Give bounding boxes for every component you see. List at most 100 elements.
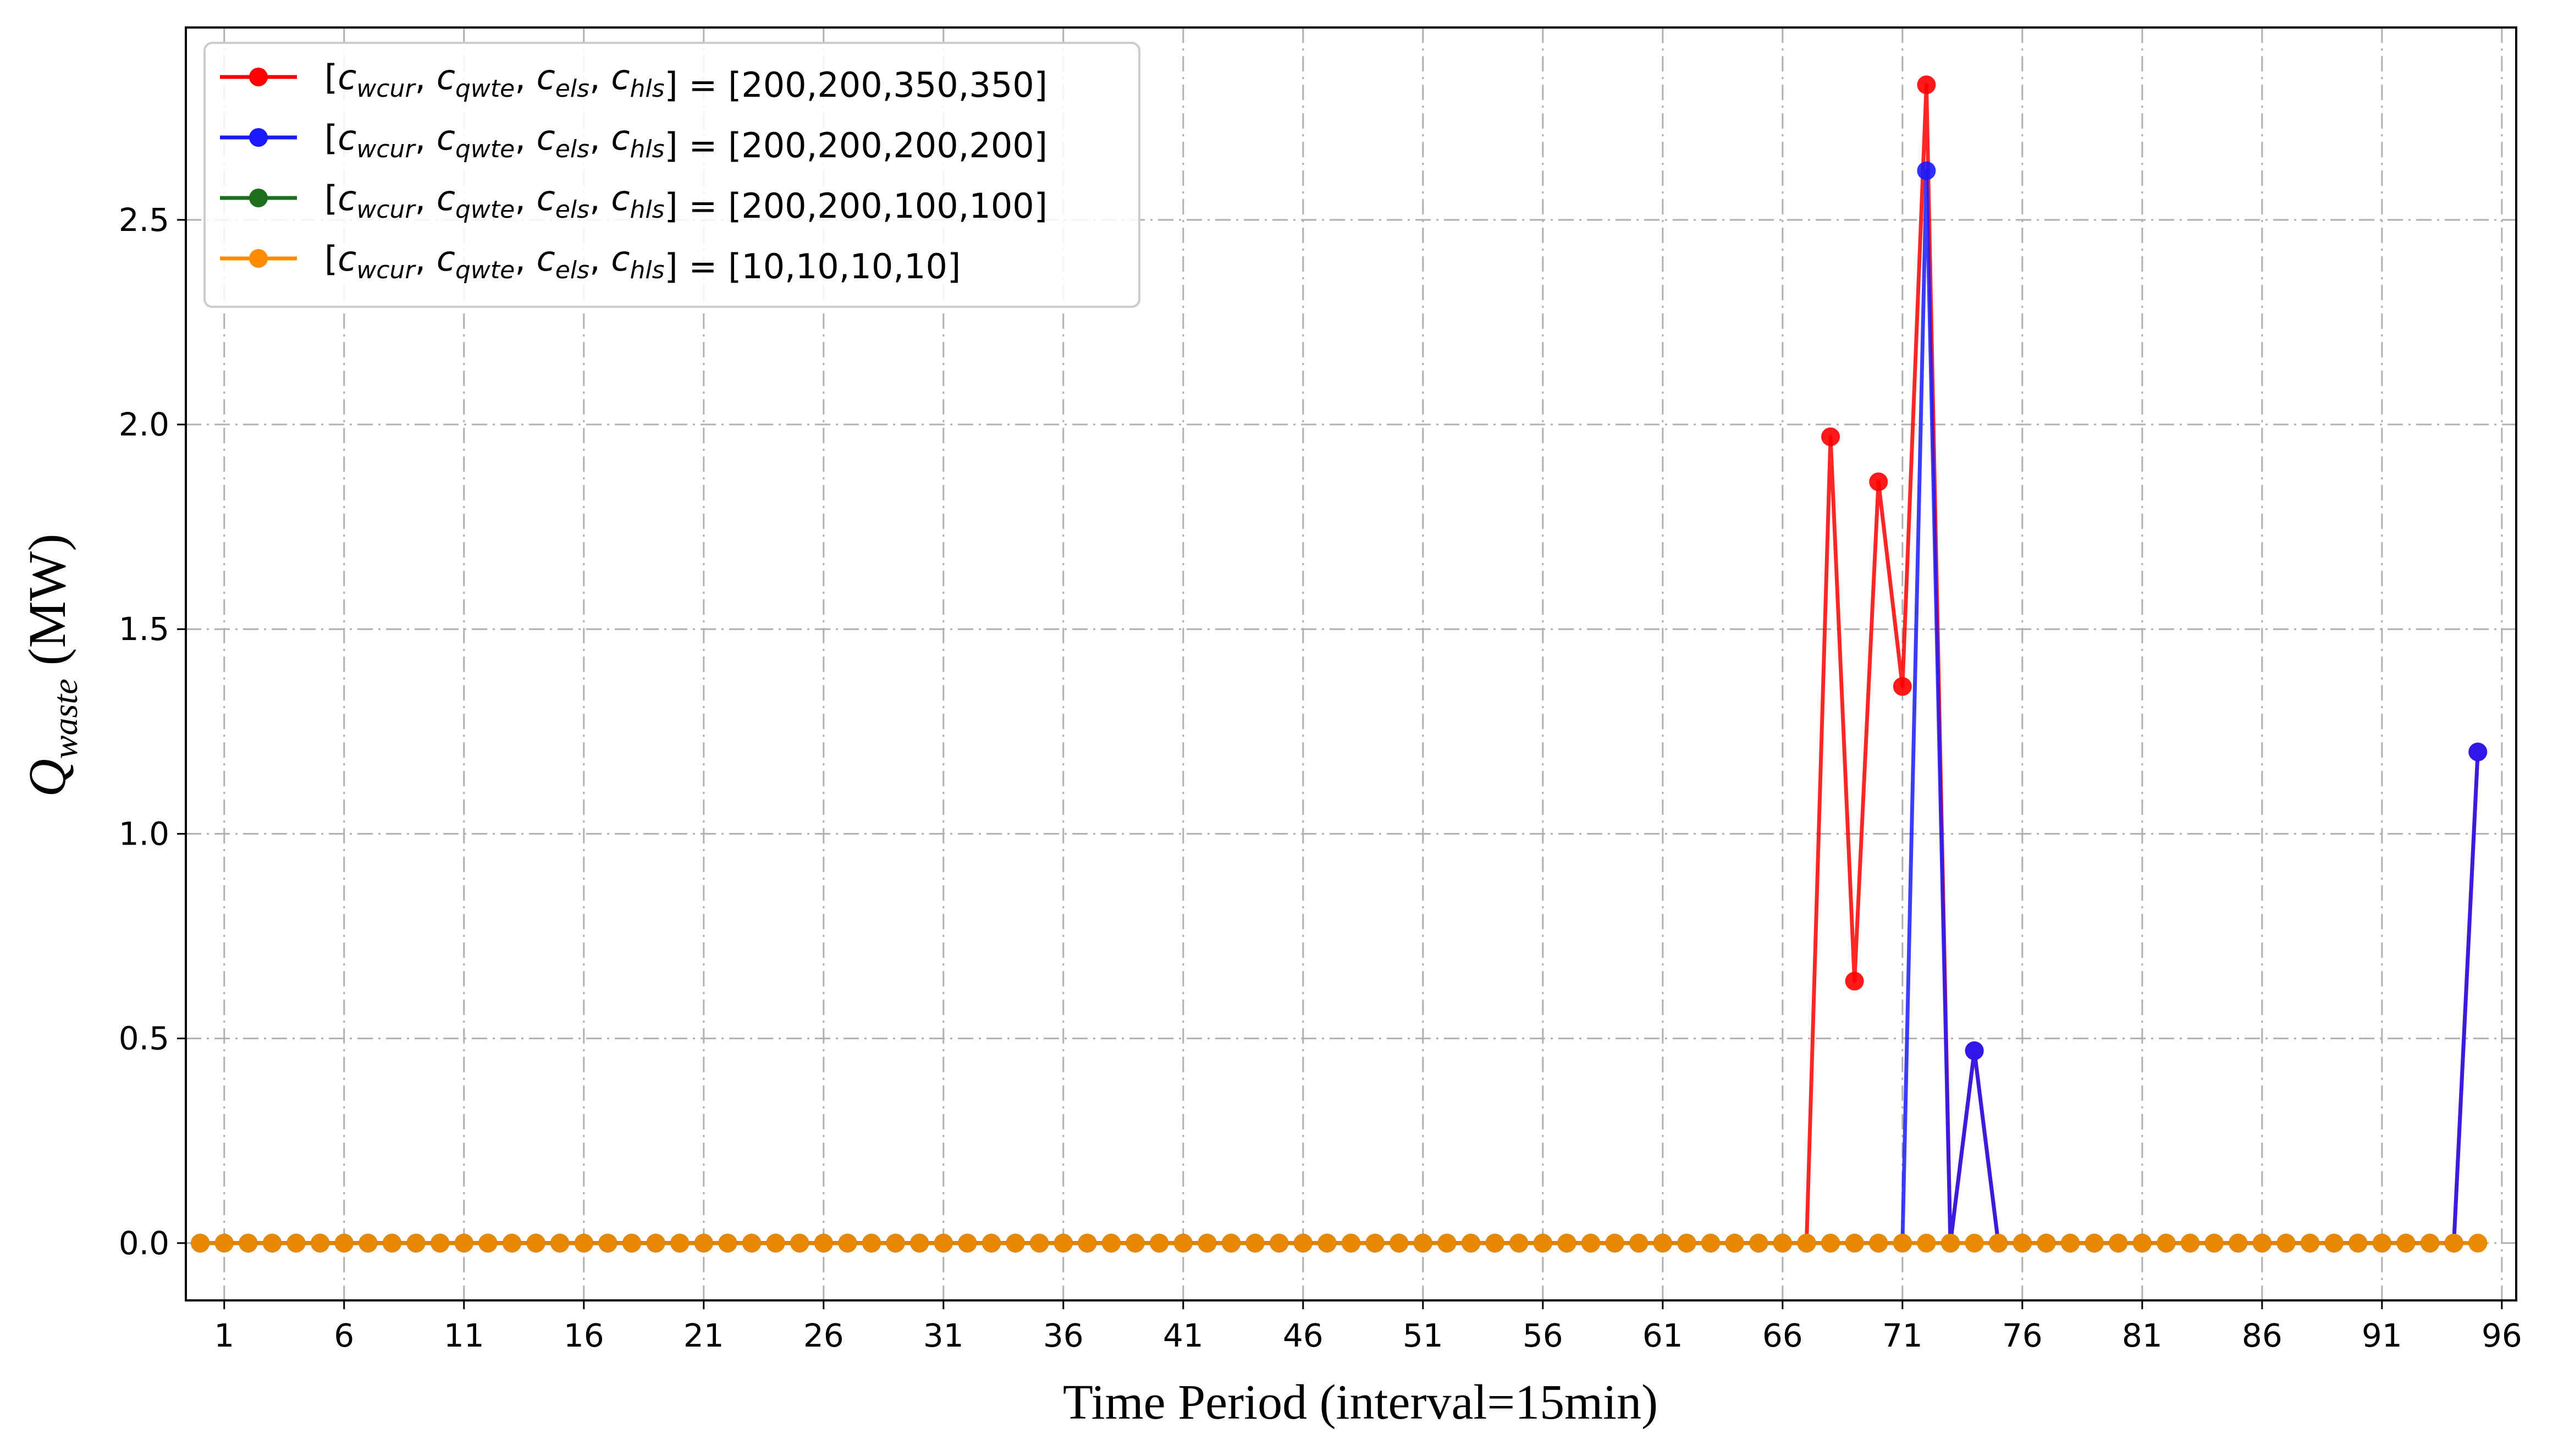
series-4-point (2013, 1233, 2032, 1253)
y-tick-label: 0.0 (119, 1225, 169, 1262)
series-4-point (2372, 1233, 2391, 1253)
series-1-point (1845, 972, 1864, 991)
x-tick-label: 96 (2482, 1317, 2522, 1354)
series-2-point (2468, 742, 2488, 762)
series-4-point (191, 1233, 210, 1253)
x-tick-label: 16 (564, 1317, 604, 1354)
series-4-point (214, 1233, 234, 1253)
series-4-point (1101, 1233, 1121, 1253)
series-4-point (1390, 1233, 1409, 1253)
series-4-point (2229, 1233, 2248, 1253)
series-4-point (1173, 1233, 1193, 1253)
series-2-point (1917, 161, 1936, 180)
series-4-point (2181, 1233, 2200, 1253)
series-4-point (814, 1233, 833, 1253)
series-4-point (1677, 1233, 1696, 1253)
y-tick-label: 2.5 (119, 201, 169, 239)
y-tick-label: 2.0 (119, 406, 169, 443)
series-4-point (1485, 1233, 1504, 1253)
series-4-point (1006, 1233, 1025, 1253)
series-4-point (1198, 1233, 1217, 1253)
x-axis-title: Time Period (interval=15min) (1063, 1375, 1658, 1430)
series-4-point (1245, 1233, 1265, 1253)
series-4-point (1797, 1233, 1816, 1253)
x-tick-label: 6 (334, 1317, 354, 1354)
series-4-point (359, 1233, 378, 1253)
x-tick-label: 11 (444, 1317, 484, 1354)
legend-entry-label: [cwcur, cqwte, cels, chls] = [200,200,35… (324, 57, 1048, 105)
x-tick-label: 31 (923, 1317, 964, 1354)
legend-swatch-marker (249, 189, 268, 207)
series-4-point (1509, 1233, 1529, 1253)
series-4-point (982, 1233, 1001, 1253)
plot-frame (185, 26, 2517, 1301)
series-4-point (2421, 1233, 2440, 1253)
x-tick-label: 41 (1163, 1317, 1204, 1354)
x-tick-label: 86 (2242, 1317, 2283, 1354)
series-4-point (670, 1233, 690, 1253)
y-axis-title: Qwaste (MW) (18, 533, 85, 797)
series-4-point (1342, 1233, 1360, 1253)
series-4-point (454, 1233, 473, 1253)
x-tick-label: 56 (1523, 1317, 1563, 1354)
series-points (191, 75, 2488, 1253)
series-4-point (862, 1233, 881, 1253)
series-4-point (1221, 1233, 1241, 1253)
series-4-point (910, 1233, 929, 1253)
x-tick-label: 91 (2362, 1317, 2402, 1354)
legend-box (203, 42, 1140, 308)
series-4-point (2157, 1233, 2176, 1253)
x-tick-label: 26 (803, 1317, 844, 1354)
series-4-point (1413, 1233, 1432, 1253)
series-4-point (262, 1233, 282, 1253)
series-4-point (574, 1233, 593, 1253)
legend-entry-label: [cwcur, cqwte, cels, chls] = [10,10,10,1… (324, 239, 961, 286)
series-2-line (200, 169, 2480, 1245)
series-4-point (1462, 1233, 1481, 1253)
series-4-point (382, 1233, 401, 1253)
y-tick-label: 1.0 (119, 815, 169, 852)
series-1-point (1917, 75, 1936, 95)
series-4-point (502, 1233, 521, 1253)
series-4-point (1293, 1233, 1313, 1253)
x-axis: 1 6 11 16 21 26 31 36 41 46 51 56 61 66 71 76 81 86 91 96 (214, 1300, 2522, 1354)
series-4-point (2061, 1233, 2080, 1253)
series-4-point (886, 1233, 905, 1253)
series-4-point (622, 1233, 641, 1253)
series-4-point (1078, 1233, 1097, 1253)
legend-swatch-marker (249, 249, 268, 268)
series-4-point (2085, 1233, 2104, 1253)
series-4-point (1317, 1233, 1337, 1253)
series-4-point (742, 1233, 761, 1253)
series-4-point (1533, 1233, 1552, 1253)
series-4-point (406, 1233, 426, 1253)
series-1-point (1821, 427, 1840, 446)
series-4-point (1126, 1233, 1145, 1253)
series-4-point (1437, 1233, 1457, 1253)
series-4-point (1941, 1233, 1960, 1253)
series-4-point (646, 1233, 665, 1253)
series-4-point (2132, 1233, 2152, 1253)
x-tick-label: 1 (214, 1317, 234, 1354)
x-tick-label: 61 (1642, 1317, 1683, 1354)
series-4-point (1701, 1233, 1721, 1253)
x-tick-label: 71 (1882, 1317, 1923, 1354)
series-1-point (1869, 472, 1888, 492)
legend-swatch-marker (249, 68, 268, 86)
y-axis-title-sub: waste (46, 679, 85, 759)
series-4-point (2468, 1233, 2488, 1253)
series-4-point (239, 1233, 258, 1253)
series-4-point (2301, 1233, 2320, 1253)
series-4-point (1605, 1233, 1624, 1253)
y-tick-label: 0.5 (119, 1020, 169, 1057)
series-4-point (1557, 1233, 1576, 1253)
series-4-point (1054, 1233, 1073, 1253)
series-4-point (1845, 1233, 1864, 1253)
series-4-point (2252, 1233, 2272, 1253)
series-4-point (1030, 1233, 1049, 1253)
series-4-point (2324, 1233, 2344, 1253)
series-4-point (286, 1233, 306, 1253)
series-2-point (1965, 1041, 1984, 1060)
legend: [cwcur, cqwte, cels, chls] = [200,200,35… (203, 42, 1140, 308)
